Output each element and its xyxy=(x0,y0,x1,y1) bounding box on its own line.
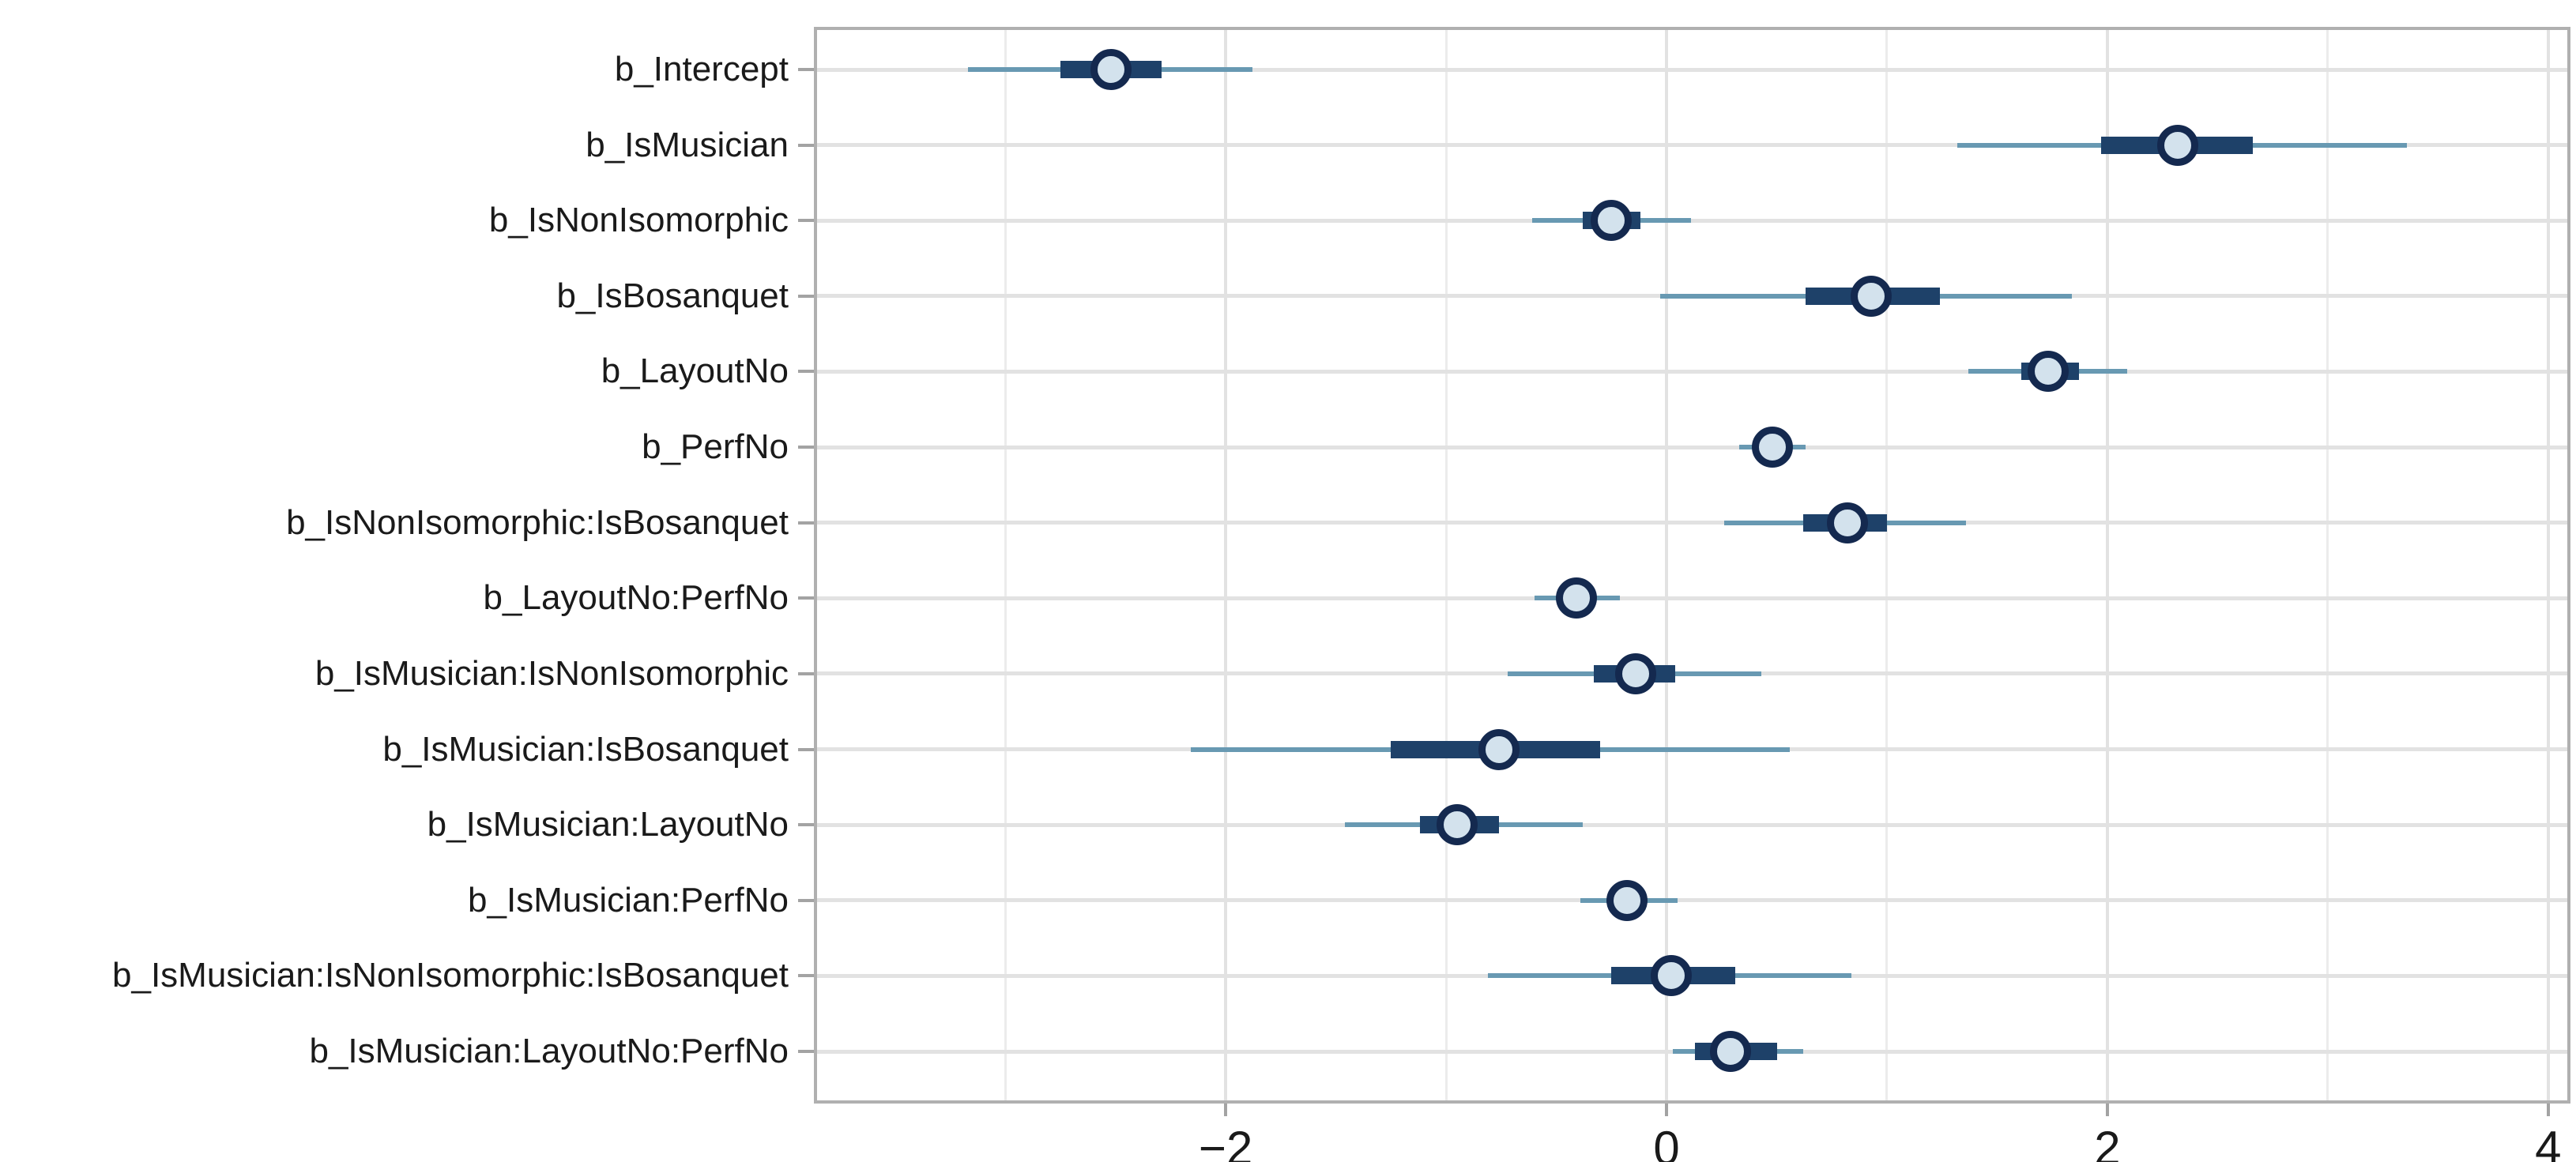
y-axis-tick xyxy=(798,294,814,298)
v-gridline-major xyxy=(1224,30,1228,1100)
h-gridline xyxy=(817,67,2567,72)
y-axis-tick xyxy=(798,68,814,71)
point-estimate xyxy=(1614,652,1656,694)
y-axis-tick xyxy=(798,596,814,600)
x-axis-tick xyxy=(2546,1104,2550,1116)
x-axis-tick-label: −2 xyxy=(1198,1122,1253,1162)
y-axis-tick xyxy=(798,219,814,223)
y-axis-tick xyxy=(798,974,814,978)
h-gridline xyxy=(817,445,2567,449)
y-axis-label: b_LayoutNo xyxy=(601,352,789,391)
y-axis-tick xyxy=(798,671,814,675)
y-axis-label: b_IsMusician:LayoutNo xyxy=(427,805,789,844)
y-axis-tick xyxy=(798,747,814,751)
point-estimate xyxy=(2027,351,2069,393)
point-estimate xyxy=(1606,879,1648,921)
y-axis-tick xyxy=(798,823,814,827)
v-gridline-minor xyxy=(1004,30,1007,1100)
point-estimate xyxy=(1751,427,1793,468)
y-axis-tick xyxy=(798,446,814,449)
y-axis-tick xyxy=(798,521,814,525)
point-estimate xyxy=(1090,49,1132,90)
x-axis-tick xyxy=(1665,1104,1669,1116)
h-gridline xyxy=(817,596,2567,600)
point-estimate xyxy=(1478,728,1520,770)
y-axis-tick xyxy=(798,143,814,147)
x-axis-tick-label: 4 xyxy=(2535,1122,2562,1162)
y-axis-label: b_IsNonIsomorphic xyxy=(488,201,789,240)
point-estimate xyxy=(2157,124,2199,166)
y-axis-label: b_IsMusician xyxy=(586,125,789,164)
y-axis-tick xyxy=(798,898,814,902)
v-gridline-minor xyxy=(1885,30,1889,1100)
point-estimate xyxy=(1851,275,1892,317)
y-axis-label: b_IsMusician:IsNonIsomorphic:IsBosanquet xyxy=(112,956,789,995)
x-axis-tick-label: 0 xyxy=(1653,1122,1680,1162)
x-axis-tick xyxy=(1224,1104,1228,1116)
v-gridline-minor xyxy=(1444,30,1448,1100)
y-axis-label: b_LayoutNo:PerfNo xyxy=(483,578,789,618)
y-axis-tick xyxy=(798,1050,814,1054)
point-estimate xyxy=(1555,577,1597,619)
point-estimate xyxy=(1650,955,1692,997)
x-axis-tick-label: 2 xyxy=(2094,1122,2121,1162)
point-estimate xyxy=(1709,1031,1751,1073)
y-axis-label: b_IsMusician:IsNonIsomorphic xyxy=(314,653,789,693)
y-axis-label: b_PerfNo xyxy=(642,427,789,467)
y-axis-tick xyxy=(798,370,814,374)
y-axis-label: b_IsMusician:LayoutNo:PerfNo xyxy=(309,1032,789,1071)
v-gridline-minor xyxy=(2326,30,2329,1100)
y-axis-label: b_IsMusician:IsBosanquet xyxy=(382,729,789,769)
y-axis-label: b_Intercept xyxy=(614,50,789,88)
plot-panel xyxy=(814,27,2570,1104)
h-gridline xyxy=(817,822,2567,827)
h-gridline xyxy=(817,218,2567,223)
v-gridline-major xyxy=(2546,30,2550,1100)
y-axis-label: b_IsBosanquet xyxy=(556,276,789,315)
x-axis-tick xyxy=(2105,1104,2109,1116)
point-estimate xyxy=(1437,804,1478,846)
h-gridline xyxy=(817,521,2567,525)
y-axis-label: b_IsMusician:PerfNo xyxy=(468,880,789,919)
v-gridline-major xyxy=(2105,30,2109,1100)
y-axis-label: b_IsNonIsomorphic:IsBosanquet xyxy=(286,502,789,542)
h-gridline xyxy=(817,369,2567,374)
h-gridline xyxy=(817,898,2567,903)
point-estimate xyxy=(1591,200,1633,242)
h-gridline xyxy=(817,143,2567,148)
point-estimate xyxy=(1826,502,1868,543)
v-gridline-major xyxy=(1665,30,1669,1100)
